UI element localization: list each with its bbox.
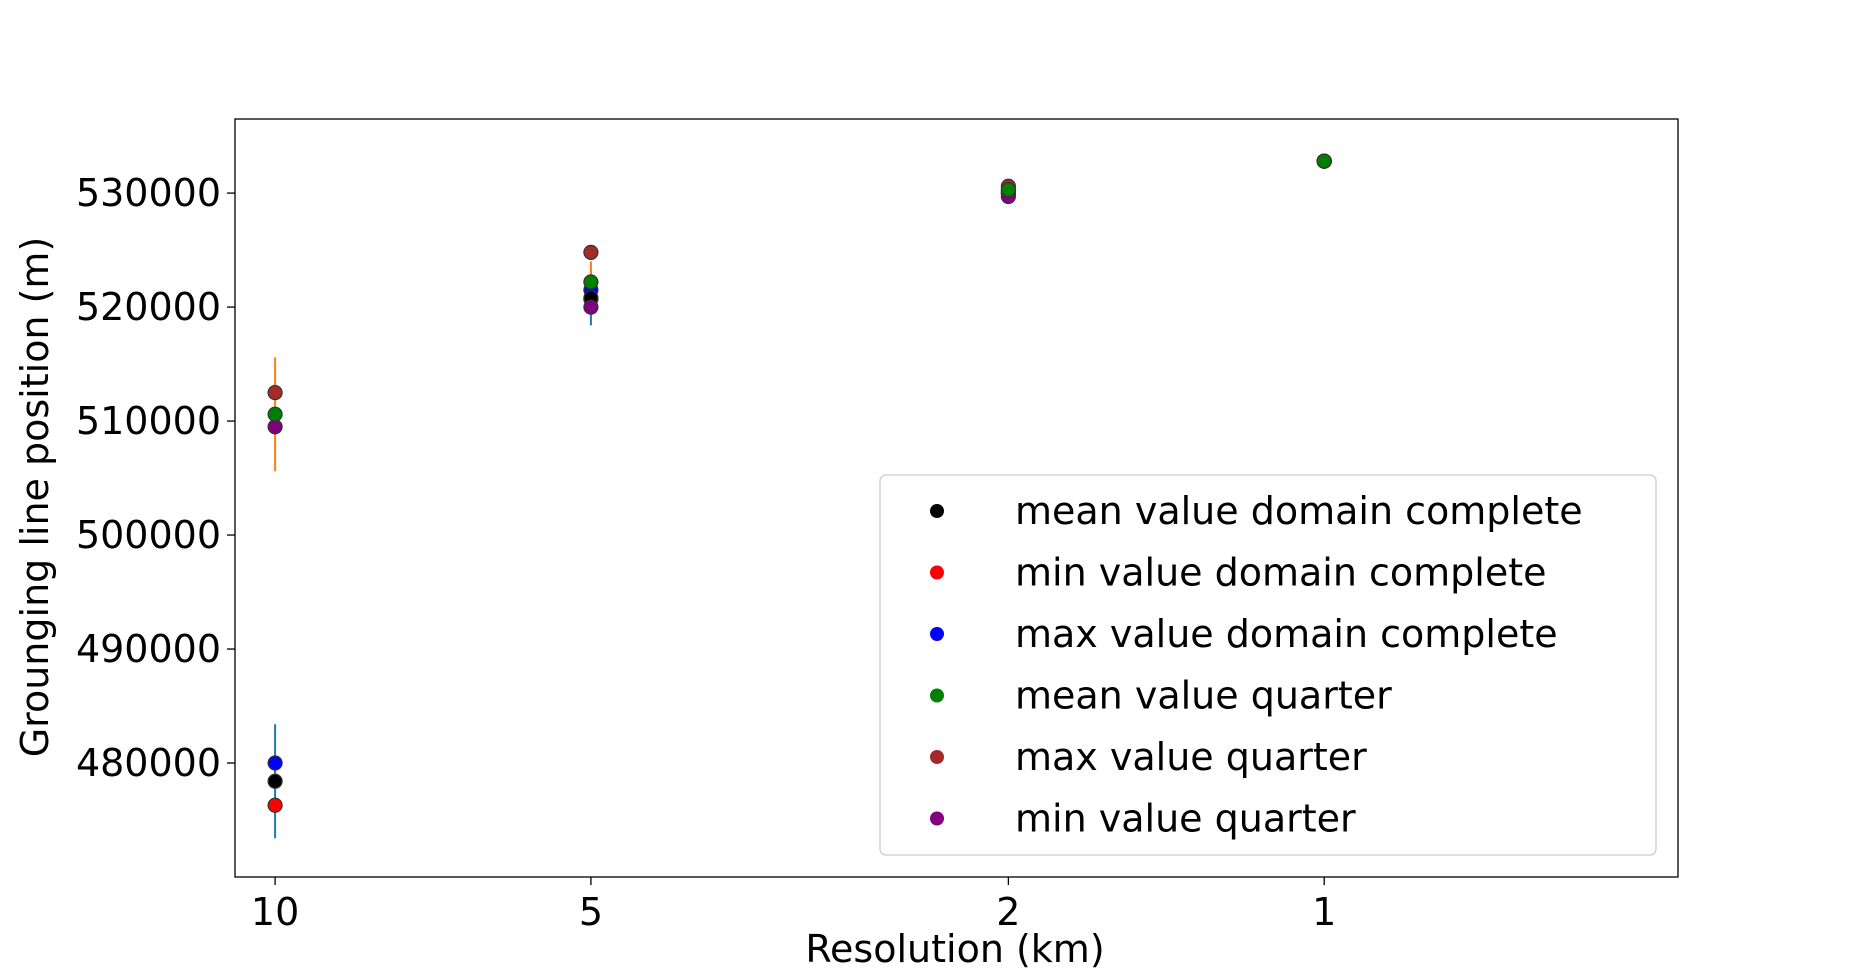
legend-label: mean value quarter <box>1015 674 1392 718</box>
legend-frame <box>879 474 1657 856</box>
x-tick-label: 1 <box>1312 890 1336 934</box>
y-tick-label: 500000 <box>76 513 221 557</box>
legend: mean value domain complete min value doma… <box>879 474 1657 856</box>
x-axis-label: Resolution (km) <box>805 927 1104 971</box>
legend-marker <box>930 627 944 641</box>
legend-label: max value quarter <box>1015 735 1367 779</box>
y-tick-label: 530000 <box>76 171 221 215</box>
y-tick-label: 490000 <box>76 627 221 671</box>
y-axis-label: Grounging line position (m) <box>13 237 57 758</box>
data-point <box>267 419 283 435</box>
legend-marker <box>930 565 944 580</box>
y-tick-label: 520000 <box>76 285 221 329</box>
data-points <box>267 153 1332 813</box>
legend-marker <box>930 688 944 703</box>
data-point <box>267 797 283 813</box>
legend-items: mean value domain complete min value doma… <box>930 489 1583 841</box>
y-tick-label: 480000 <box>76 741 221 785</box>
data-point <box>267 773 283 789</box>
plot-frame <box>234 118 1679 878</box>
data-point <box>583 244 599 260</box>
legend-label: min value quarter <box>1015 797 1356 841</box>
data-point <box>267 755 283 771</box>
legend-label: max value domain complete <box>1015 612 1558 656</box>
y-axis: 480000 490000 500000 510000 520000 530000 <box>76 171 235 785</box>
data-point <box>1000 182 1016 198</box>
x-axis: 10 5 2 1 <box>251 877 1336 934</box>
x-tick-label: 10 <box>251 890 299 934</box>
legend-marker <box>930 504 944 518</box>
data-point <box>583 299 599 315</box>
legend-marker <box>930 750 944 764</box>
x-tick-label: 5 <box>579 890 603 934</box>
legend-label: mean value domain complete <box>1015 489 1583 533</box>
data-point <box>1316 153 1332 169</box>
data-point <box>583 274 599 290</box>
legend-marker <box>930 811 944 826</box>
data-point <box>267 384 283 401</box>
x-tick-label: 2 <box>996 890 1020 934</box>
data-point <box>267 406 283 422</box>
legend-label: min value domain complete <box>1015 551 1547 595</box>
y-tick-label: 510000 <box>76 399 221 443</box>
